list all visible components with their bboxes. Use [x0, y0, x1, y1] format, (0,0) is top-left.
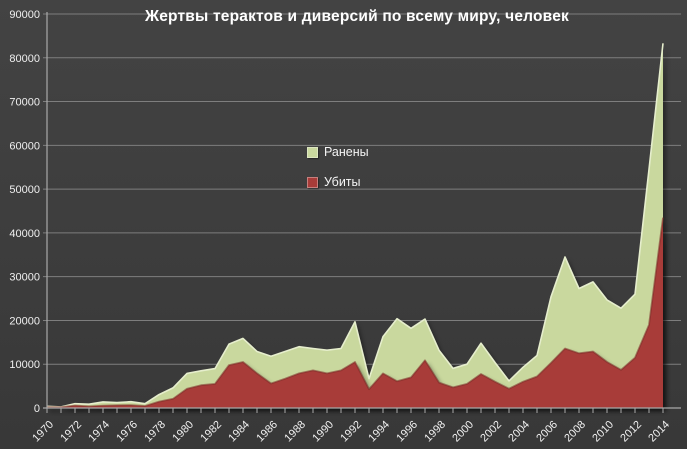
- x-axis-label: 2014: [646, 419, 672, 445]
- killed-color-swatch-icon: [307, 177, 318, 188]
- x-axis-label: 1976: [114, 419, 140, 445]
- axes: [43, 12, 681, 413]
- x-axis-label: 1992: [338, 419, 364, 445]
- y-axis-label: 50000: [9, 184, 40, 196]
- legend-item-wounded: Ранены: [307, 146, 369, 159]
- killed-top-edge: [47, 217, 664, 409]
- y-axis-labels: 0 10000 20000 30000 40000 50000 60000 70000 8000…: [9, 9, 40, 415]
- x-axis-label: 1982: [198, 419, 224, 445]
- x-axis-label: 1998: [422, 419, 448, 445]
- wounded-top-edge: [46, 43, 664, 408]
- gridlines: [43, 13, 681, 365]
- wounded-color-swatch-icon: [307, 147, 318, 158]
- y-axis-label: 90000: [9, 9, 40, 21]
- y-axis-label: 60000: [9, 140, 40, 152]
- x-axis-label: 1978: [142, 419, 168, 445]
- y-axis-label: 10000: [9, 359, 40, 371]
- legend: Ранены Убиты: [307, 146, 369, 206]
- x-axis-label: 2010: [590, 419, 616, 445]
- data-areas: [46, 43, 664, 409]
- x-axis-label: 1984: [226, 419, 252, 445]
- x-axis-label: 2008: [562, 419, 588, 445]
- x-axis-label: 1996: [394, 419, 420, 445]
- x-axis-label: 1988: [282, 419, 308, 445]
- x-axis-labels: 1970 1972 1974 1976 1978 1980 1982 1984 1986 1988…: [30, 419, 672, 445]
- x-axis-label: 1970: [30, 419, 56, 445]
- legend-label-wounded: Ранены: [324, 145, 369, 159]
- legend-item-killed: Убиты: [307, 176, 369, 189]
- x-axis-label: 1980: [170, 419, 196, 445]
- y-axis-label: 20000: [9, 315, 40, 327]
- chart-title: Жертвы терактов и диверсий по всему миру…: [145, 8, 569, 25]
- x-axis-label: 1974: [86, 419, 112, 445]
- killed-area: [47, 217, 663, 408]
- y-axis-label: 0: [34, 403, 40, 415]
- legend-label-killed: Убиты: [324, 175, 361, 189]
- x-axis-label: 2000: [450, 419, 476, 445]
- x-axis-label: 1972: [58, 419, 84, 445]
- y-axis-label: 30000: [9, 272, 40, 284]
- x-axis-label: 1990: [310, 419, 336, 445]
- x-axis-label: 2004: [506, 419, 532, 445]
- x-axis-label: 1994: [366, 419, 392, 445]
- x-axis-label: 2012: [618, 419, 644, 445]
- x-axis-label: 1986: [254, 419, 280, 445]
- y-axis-label: 80000: [9, 53, 40, 65]
- y-axis-label: 40000: [9, 228, 40, 240]
- x-axis-label: 2002: [478, 419, 504, 445]
- x-axis-label: 2006: [534, 419, 560, 445]
- y-axis-label: 70000: [9, 97, 40, 109]
